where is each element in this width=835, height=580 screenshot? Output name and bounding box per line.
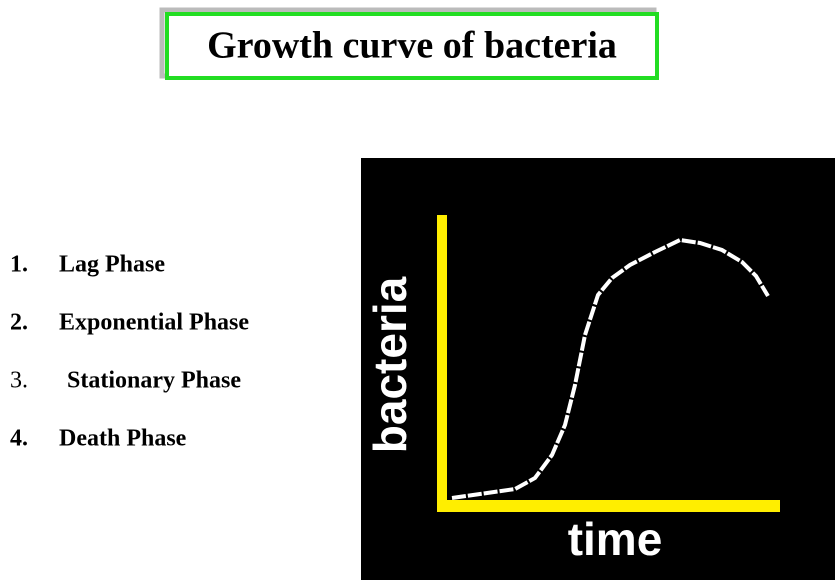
x-axis-label: time — [568, 513, 663, 565]
list-number: 1. — [10, 252, 28, 278]
title: Growth curve of bacteria — [207, 25, 617, 67]
x-axis — [437, 500, 780, 512]
y-axis — [437, 215, 447, 512]
list-label: Lag Phase — [59, 252, 165, 278]
list-label: Stationary Phase — [67, 368, 241, 394]
title-box — [165, 12, 659, 80]
y-axis-label: bacteria — [364, 276, 416, 453]
list-number: 4. — [10, 426, 28, 452]
list-number: 2. — [10, 310, 28, 336]
list-label: Exponential Phase — [59, 310, 249, 336]
list-number: 3. — [10, 368, 28, 394]
list-label: Death Phase — [59, 426, 187, 452]
growth-curve — [451, 237, 770, 500]
